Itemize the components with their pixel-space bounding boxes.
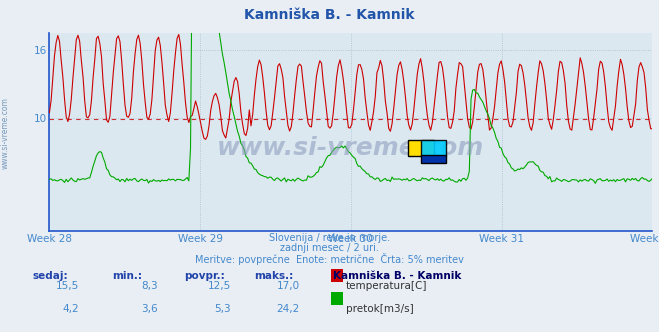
FancyBboxPatch shape	[421, 155, 446, 163]
Text: maks.:: maks.:	[254, 271, 293, 281]
Text: 24,2: 24,2	[277, 304, 300, 314]
Text: www.si-vreme.com: www.si-vreme.com	[1, 97, 10, 169]
Text: sedaj:: sedaj:	[33, 271, 69, 281]
Text: 8,3: 8,3	[142, 281, 158, 290]
Text: Slovenija / reke in morje.: Slovenija / reke in morje.	[269, 233, 390, 243]
Text: Kamniška B. - Kamnik: Kamniška B. - Kamnik	[244, 8, 415, 22]
Text: www.si-vreme.com: www.si-vreme.com	[217, 136, 484, 160]
Text: pretok[m3/s]: pretok[m3/s]	[346, 304, 414, 314]
Text: 15,5: 15,5	[56, 281, 79, 290]
FancyBboxPatch shape	[408, 140, 434, 156]
FancyBboxPatch shape	[421, 140, 446, 156]
Text: temperatura[C]: temperatura[C]	[346, 281, 428, 290]
Text: 4,2: 4,2	[63, 304, 79, 314]
Text: 3,6: 3,6	[142, 304, 158, 314]
Text: povpr.:: povpr.:	[185, 271, 225, 281]
Text: 12,5: 12,5	[208, 281, 231, 290]
Text: Meritve: povprečne  Enote: metrične  Črta: 5% meritev: Meritve: povprečne Enote: metrične Črta:…	[195, 253, 464, 265]
Text: 5,3: 5,3	[214, 304, 231, 314]
Text: zadnji mesec / 2 uri.: zadnji mesec / 2 uri.	[280, 243, 379, 253]
Text: 17,0: 17,0	[277, 281, 300, 290]
Text: Kamniška B. - Kamnik: Kamniška B. - Kamnik	[333, 271, 461, 281]
Text: min.:: min.:	[112, 271, 142, 281]
